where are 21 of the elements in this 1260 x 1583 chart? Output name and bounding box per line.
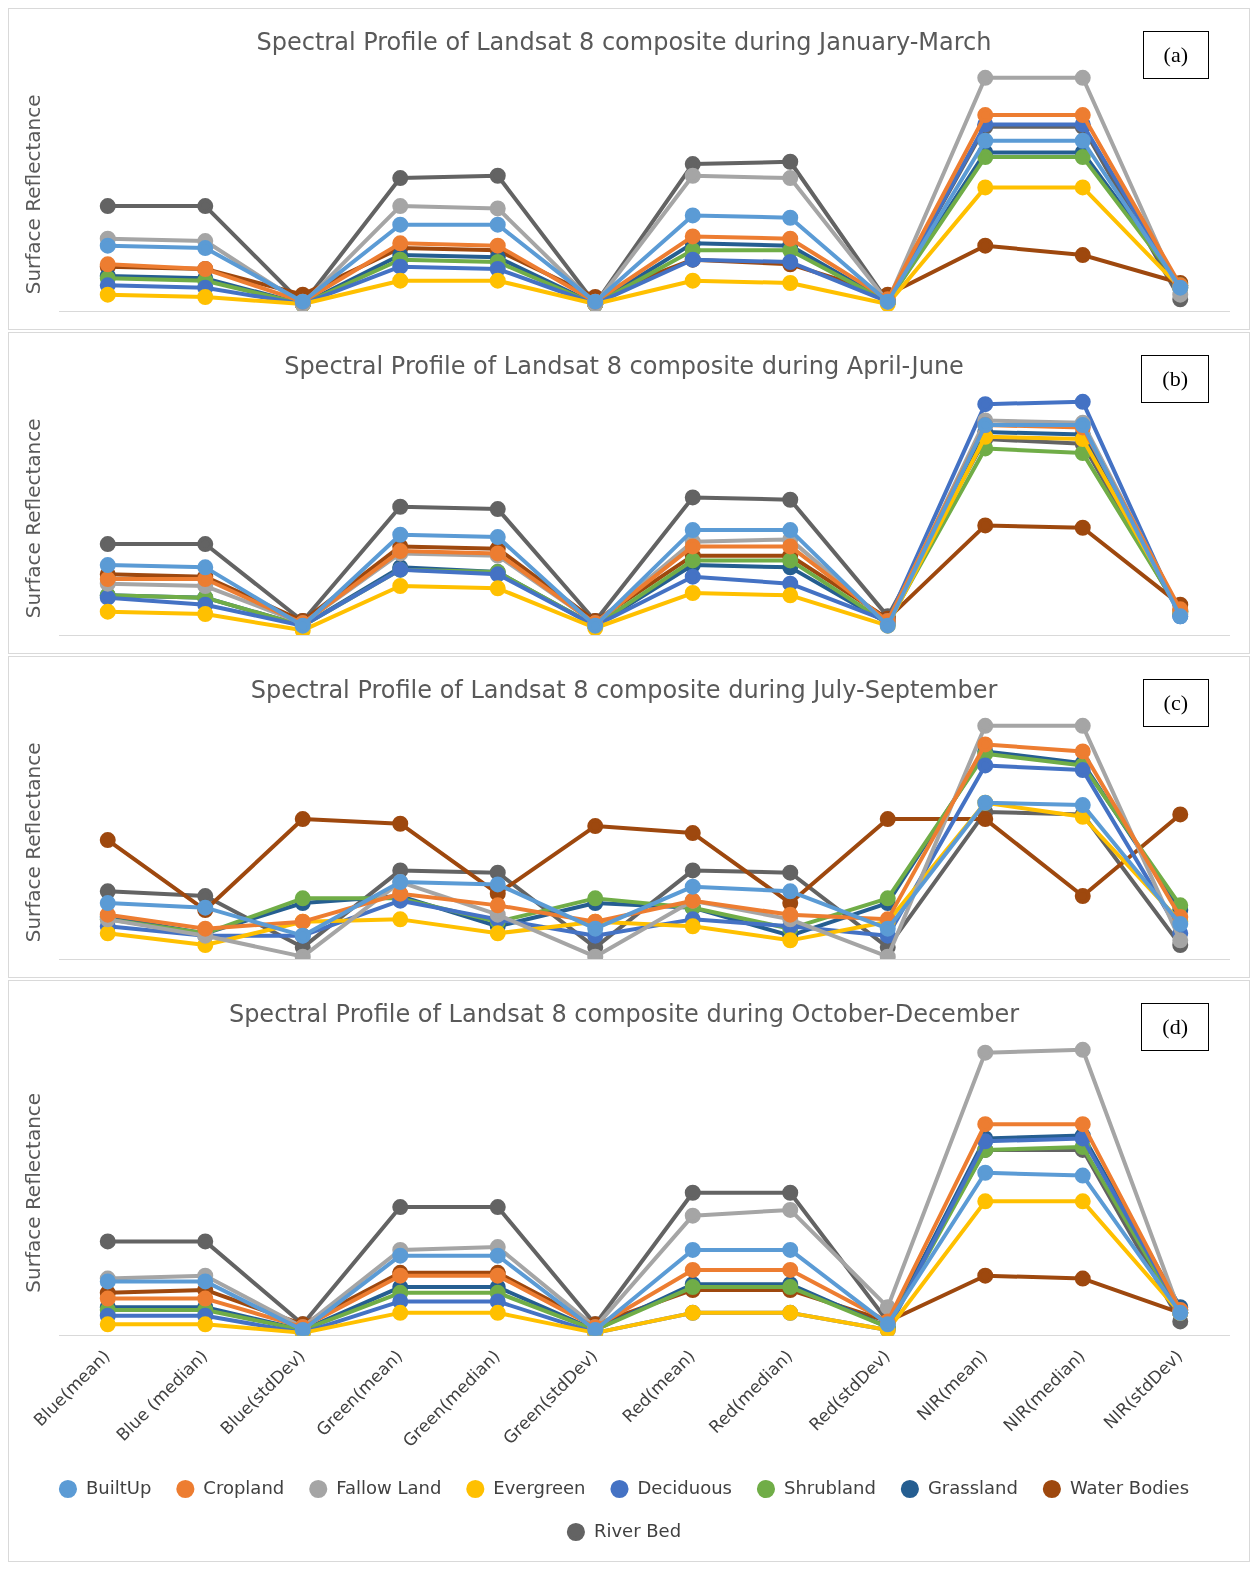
text: (d) xyxy=(1141,1003,1209,1051)
y-axis-title: Surface Reflectance xyxy=(21,418,46,619)
y-axis-title: Surface Reflectance xyxy=(21,94,46,295)
legend-label: BuiltUp xyxy=(85,1476,152,1498)
legend-label: Cropland xyxy=(203,1476,285,1498)
legend-label: Shrubland xyxy=(783,1476,876,1498)
legend-label: River Bed xyxy=(593,1519,682,1541)
legend-label: Deciduous xyxy=(637,1476,732,1498)
legend-label: Water Bodies xyxy=(1069,1476,1190,1498)
text: (a) xyxy=(1142,31,1209,79)
legend-label: Grassland xyxy=(927,1476,1018,1498)
text: (b) xyxy=(1141,355,1209,403)
y-axis-title: Surface Reflectance xyxy=(21,1092,46,1293)
legend-label: Evergreen xyxy=(493,1476,586,1498)
text: (c) xyxy=(1142,679,1209,727)
chart-title: Spectral Profile of Landsat 8 composite during January-March xyxy=(256,27,992,56)
chart-title: Spectral Profile of Landsat 8 composite during April-June xyxy=(284,351,964,380)
chart-title: Spectral Profile of Landsat 8 composite during July-September xyxy=(250,675,998,704)
chart-title: Spectral Profile of Landsat 8 composite during October-December xyxy=(228,999,1020,1028)
legend-label: Fallow Land xyxy=(336,1476,442,1498)
y-axis-title: Surface Reflectance xyxy=(21,742,46,943)
